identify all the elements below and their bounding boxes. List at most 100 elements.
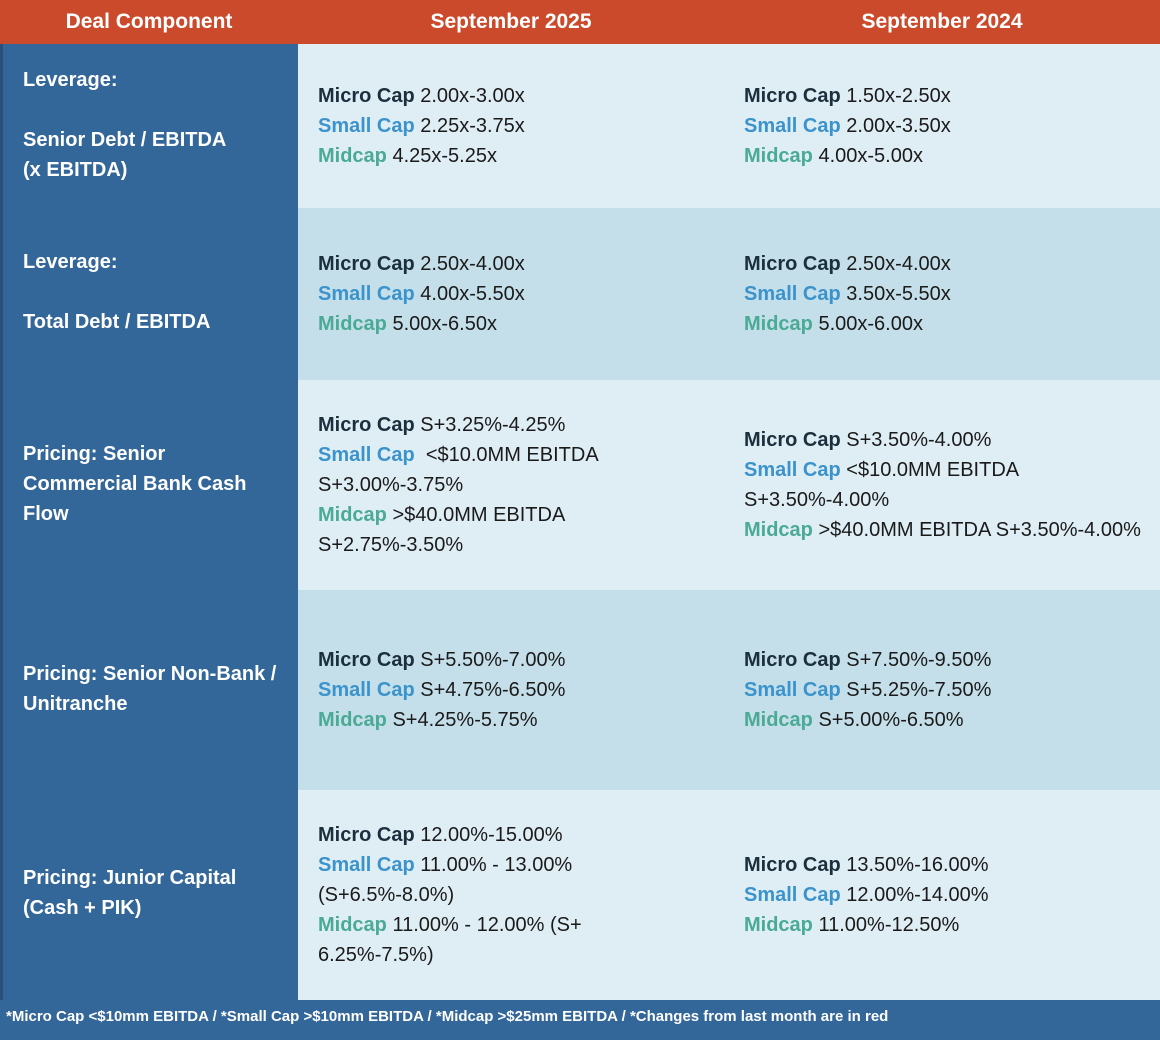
cell-sep-2024: Micro Cap 2.50x-4.00x Small Cap 3.50x-5.… — [724, 208, 1160, 380]
tier-line-small: Small Cap S+4.75%-6.50% — [318, 675, 694, 705]
tier-line-micro: Micro Cap S+3.50%-4.00% — [744, 425, 1146, 455]
tier-line-small: Small Cap 3.50x-5.50x — [744, 279, 1146, 309]
row-label-line: Unitranche — [23, 693, 128, 715]
tier-value: 12.00%-14.00% — [846, 884, 989, 906]
tier-value: S+3.50%-4.00% — [846, 429, 992, 451]
tier-label-small: Small Cap — [318, 854, 415, 876]
cell-sep-2024: Micro Cap 13.50%-16.00% Small Cap 12.00%… — [724, 790, 1160, 1000]
tier-line-mid: Midcap 11.00%-12.50% — [744, 910, 1146, 940]
table-row: Pricing: Senior Non-Bank / Unitranche Mi… — [0, 590, 1160, 790]
tier-label-small: Small Cap — [318, 283, 415, 305]
tier-line-micro: Micro Cap 1.50x-2.50x — [744, 81, 1146, 111]
row-label-line: (x EBITDA) — [23, 159, 128, 181]
tier-label-small: Small Cap — [744, 115, 841, 137]
tier-value: 2.50x-4.00x — [420, 253, 525, 275]
cell-sep-2025: Micro Cap 12.00%-15.00% Small Cap 11.00%… — [298, 790, 724, 1000]
tier-line-small: Small Cap 12.00%-14.00% — [744, 880, 1146, 910]
tier-line-micro: Micro Cap 13.50%-16.00% — [744, 850, 1146, 880]
tier-line-small: Small Cap <$10.0MM EBITDA S+3.00%-3.75% — [318, 440, 694, 500]
tier-line-small: Small Cap <$10.0MM EBITDA S+3.50%-4.00% — [744, 455, 1146, 515]
tier-value: <$10.0MM EBITDA S+3.00%-3.75% — [318, 444, 598, 496]
tier-line-small: Small Cap 4.00x-5.50x — [318, 279, 694, 309]
tier-line-mid: Midcap 11.00% - 12.00% (S+ 6.25%-7.5%) — [318, 910, 694, 970]
row-label-junior-capital-pricing: Pricing: Junior Capital (Cash + PIK) — [0, 790, 298, 1000]
row-label-senior-debt-leverage: Leverage: Senior Debt / EBITDA (x EBITDA… — [0, 44, 298, 208]
header-september-2024: September 2024 — [861, 10, 1023, 33]
tier-label-mid: Midcap — [744, 709, 813, 731]
tier-label-mid: Midcap — [744, 313, 813, 335]
tier-label-mid: Midcap — [318, 313, 387, 335]
tier-line-micro: Micro Cap S+3.25%-4.25% — [318, 410, 694, 440]
tier-value: 2.25x-3.75x — [420, 115, 525, 137]
row-label-line: Senior Debt / EBITDA — [23, 129, 227, 151]
tier-label-mid: Midcap — [744, 519, 813, 541]
tier-label-mid: Midcap — [318, 145, 387, 167]
tier-value: 11.00% - 13.00% (S+6.5%-8.0%) — [318, 854, 573, 906]
tier-value: S+3.25%-4.25% — [420, 414, 566, 436]
tier-label-mid: Midcap — [318, 914, 387, 936]
tier-label-mid: Midcap — [318, 504, 387, 526]
tier-label-micro: Micro Cap — [318, 253, 415, 275]
tier-label-small: Small Cap — [744, 884, 841, 906]
tier-line-small: Small Cap 2.25x-3.75x — [318, 111, 694, 141]
tier-label-micro: Micro Cap — [318, 85, 415, 107]
tier-value: S+5.00%-6.50% — [818, 709, 964, 731]
tier-line-mid: Midcap 5.00x-6.00x — [744, 309, 1146, 339]
table-header: Deal Component September 2025 September … — [0, 0, 1160, 44]
tier-line-small: Small Cap 11.00% - 13.00% (S+6.5%-8.0%) — [318, 850, 694, 910]
tier-value: 4.00x-5.00x — [818, 145, 923, 167]
row-label-line: Pricing: Senior Non-Bank / — [23, 663, 277, 685]
tier-label-small: Small Cap — [318, 679, 415, 701]
table-row: Leverage: Total Debt / EBITDA Micro Cap … — [0, 208, 1160, 380]
tier-line-micro: Micro Cap S+7.50%-9.50% — [744, 645, 1146, 675]
tier-label-small: Small Cap — [318, 444, 415, 466]
cell-sep-2025: Micro Cap 2.00x-3.00x Small Cap 2.25x-3.… — [298, 44, 724, 208]
tier-label-micro: Micro Cap — [318, 414, 415, 436]
footnote: *Micro Cap <$10mm EBITDA / *Small Cap >$… — [0, 1000, 1160, 1040]
tier-line-micro: Micro Cap 2.50x-4.00x — [744, 249, 1146, 279]
row-label-line: Leverage: — [23, 69, 118, 91]
tier-line-micro: Micro Cap 2.00x-3.00x — [318, 81, 694, 111]
tier-line-micro: Micro Cap 2.50x-4.00x — [318, 249, 694, 279]
tier-label-small: Small Cap — [744, 459, 841, 481]
tier-value: >$40.0MM EBITDA S+3.50%-4.00% — [818, 519, 1141, 541]
tier-label-mid: Midcap — [744, 145, 813, 167]
tier-value: 13.50%-16.00% — [846, 854, 989, 876]
tier-value: S+4.25%-5.75% — [392, 709, 538, 731]
tier-label-mid: Midcap — [744, 914, 813, 936]
tier-label-micro: Micro Cap — [318, 824, 415, 846]
cell-sep-2025: Micro Cap S+5.50%-7.00% Small Cap S+4.75… — [298, 590, 724, 790]
tier-line-mid: Midcap 5.00x-6.50x — [318, 309, 694, 339]
tier-value: 4.00x-5.50x — [420, 283, 525, 305]
tier-label-micro: Micro Cap — [744, 253, 841, 275]
tier-value: S+5.25%-7.50% — [846, 679, 992, 701]
cell-sep-2025: Micro Cap 2.50x-4.00x Small Cap 4.00x-5.… — [298, 208, 724, 380]
header-deal-component: Deal Component — [65, 10, 233, 33]
tier-label-small: Small Cap — [318, 115, 415, 137]
row-label-line: Commercial Bank Cash — [23, 473, 247, 495]
tier-value: 4.25x-5.25x — [392, 145, 497, 167]
tier-value: 2.00x-3.50x — [846, 115, 951, 137]
tier-label-micro: Micro Cap — [744, 429, 841, 451]
cell-sep-2024: Micro Cap S+3.50%-4.00% Small Cap <$10.0… — [724, 380, 1160, 590]
row-label-unitranche-pricing: Pricing: Senior Non-Bank / Unitranche — [0, 590, 298, 790]
row-label-line: Pricing: Senior — [23, 443, 166, 465]
tier-value: 12.00%-15.00% — [420, 824, 563, 846]
row-label-line: Total Debt / EBITDA — [23, 311, 211, 333]
tier-value: >$40.0MM EBITDA S+2.75%-3.50% — [318, 504, 565, 556]
table-row: Leverage: Senior Debt / EBITDA (x EBITDA… — [0, 44, 1160, 208]
tier-value: 2.00x-3.00x — [420, 85, 525, 107]
tier-value: 5.00x-6.50x — [392, 313, 497, 335]
tier-line-mid: Midcap >$40.0MM EBITDA S+3.50%-4.00% — [744, 515, 1146, 545]
table-row: Pricing: Junior Capital (Cash + PIK) Mic… — [0, 790, 1160, 1000]
tier-value: 11.00%-12.50% — [818, 914, 960, 936]
tier-label-small: Small Cap — [744, 679, 841, 701]
tier-label-micro: Micro Cap — [318, 649, 415, 671]
row-label-line: Flow — [23, 503, 69, 525]
row-label-line: Leverage: — [23, 251, 118, 273]
tier-value: 3.50x-5.50x — [846, 283, 951, 305]
row-label-senior-commercial-pricing: Pricing: Senior Commercial Bank Cash Flo… — [0, 380, 298, 590]
cell-sep-2025: Micro Cap S+3.25%-4.25% Small Cap <$10.0… — [298, 380, 724, 590]
tier-value: 2.50x-4.00x — [846, 253, 951, 275]
tier-label-micro: Micro Cap — [744, 854, 841, 876]
